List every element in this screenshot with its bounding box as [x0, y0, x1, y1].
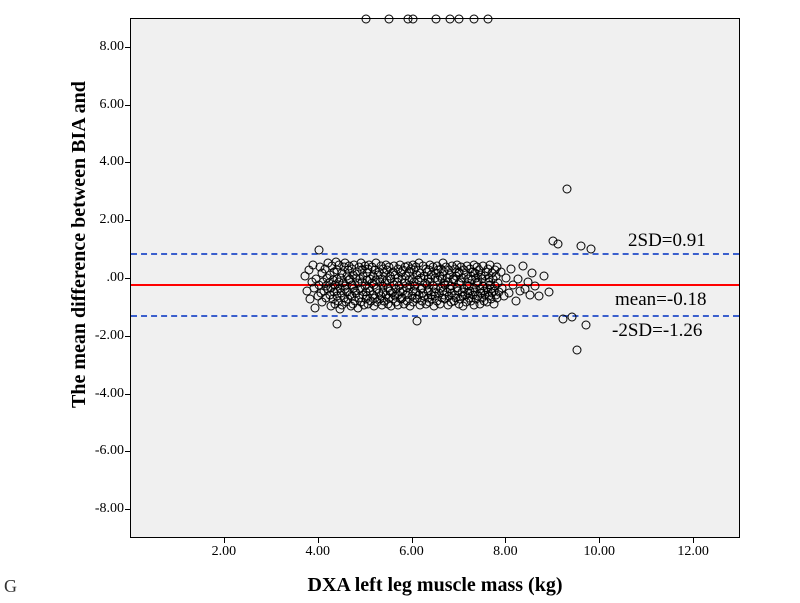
scatter-point [558, 315, 567, 324]
x-tick-mark [693, 538, 694, 543]
y-tick-label: 4.00 [82, 154, 124, 170]
y-tick-mark [125, 451, 130, 452]
bland-altman-chart: The mean difference between BIA and DXA … [0, 0, 800, 603]
x-tick-label: 2.00 [212, 544, 237, 560]
scatter-point [333, 319, 342, 328]
reference-line [131, 253, 739, 255]
x-tick-mark [318, 538, 319, 543]
scatter-point [385, 15, 394, 24]
panel-label: G [4, 576, 17, 597]
y-tick-label: 8.00 [82, 39, 124, 55]
y-tick-mark [125, 278, 130, 279]
reference-line [131, 315, 739, 317]
y-tick-mark [125, 162, 130, 163]
scatter-point [563, 185, 572, 194]
reference-line-label: mean=-0.18 [615, 289, 706, 311]
scatter-point [403, 15, 412, 24]
scatter-point [483, 15, 492, 24]
scatter-point [314, 246, 323, 255]
scatter-point [530, 282, 539, 291]
x-tick-label: 4.00 [305, 544, 330, 560]
y-tick-mark [125, 105, 130, 106]
scatter-point [507, 264, 516, 273]
scatter-point [514, 275, 523, 284]
x-tick-label: 6.00 [399, 544, 424, 560]
scatter-point [539, 272, 548, 281]
x-tick-mark [412, 538, 413, 543]
y-tick-mark [125, 336, 130, 337]
y-tick-mark [125, 220, 130, 221]
scatter-point [446, 15, 455, 24]
scatter-point [518, 262, 527, 271]
scatter-point [544, 288, 553, 297]
y-tick-mark [125, 509, 130, 510]
plot-area [130, 18, 740, 538]
scatter-point [582, 321, 591, 330]
y-tick-label: 2.00 [82, 212, 124, 228]
scatter-point [432, 15, 441, 24]
scatter-point [525, 290, 534, 299]
scatter-point [568, 312, 577, 321]
y-tick-label: -4.00 [82, 386, 124, 402]
x-tick-label: 10.00 [583, 544, 615, 560]
x-tick-mark [224, 538, 225, 543]
scatter-point [455, 15, 464, 24]
y-tick-mark [125, 394, 130, 395]
x-axis-label: DXA left leg muscle mass (kg) [308, 574, 563, 597]
reference-line-label: 2SD=0.91 [628, 230, 706, 252]
reference-line-label: -2SD=-1.26 [612, 320, 702, 342]
scatter-point [586, 244, 595, 253]
scatter-point [528, 269, 537, 278]
scatter-point [469, 15, 478, 24]
y-tick-label: -6.00 [82, 443, 124, 459]
scatter-point [577, 241, 586, 250]
y-tick-mark [125, 47, 130, 48]
scatter-point [554, 240, 563, 249]
scatter-point [511, 296, 520, 305]
scatter-point [572, 345, 581, 354]
x-tick-mark [599, 538, 600, 543]
y-tick-label: .00 [82, 270, 124, 286]
scatter-point [535, 292, 544, 301]
x-tick-label: 12.00 [677, 544, 709, 560]
y-tick-label: -8.00 [82, 501, 124, 517]
y-tick-label: 6.00 [82, 97, 124, 113]
scatter-point [361, 15, 370, 24]
y-axis-label-line1: The mean difference between BIA and [68, 81, 91, 408]
x-tick-label: 8.00 [493, 544, 518, 560]
scatter-point [413, 316, 422, 325]
y-tick-label: -2.00 [82, 328, 124, 344]
x-tick-mark [505, 538, 506, 543]
